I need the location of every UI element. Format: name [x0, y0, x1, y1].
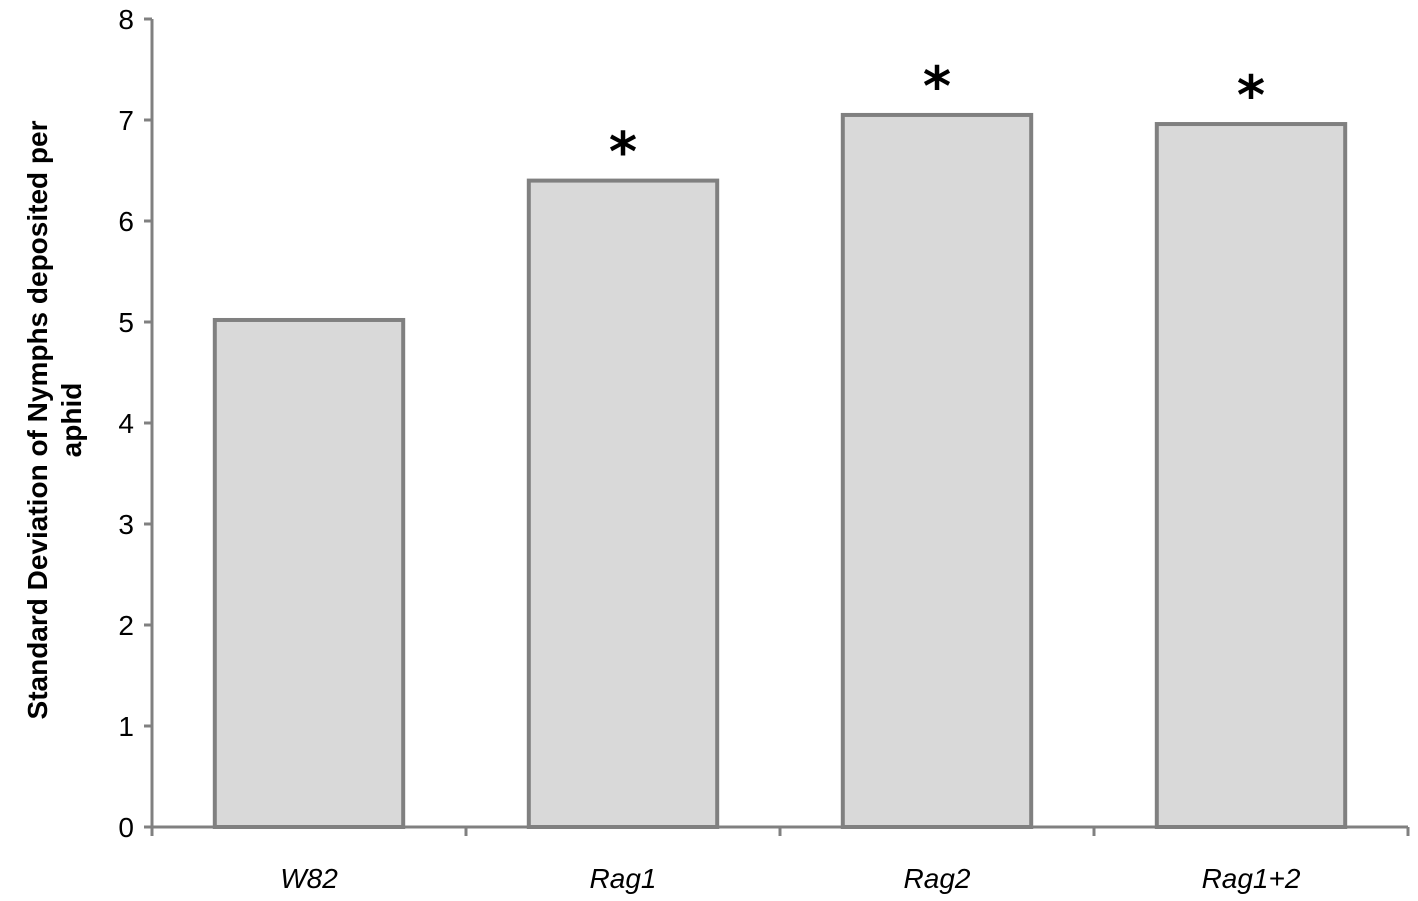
y-tick-label: 3	[118, 509, 134, 540]
x-tick-label: Rag2	[904, 863, 971, 894]
y-tick-label: 1	[118, 711, 134, 742]
significance-marker: *	[1237, 64, 1265, 127]
y-tick-label: 8	[118, 4, 134, 35]
bar	[1154, 122, 1348, 830]
plot-area: 0 1 2 3 4 5 6 7 8 W82 Rag1 * Rag2 * Rag1+2 *	[118, 4, 1410, 894]
bar	[526, 178, 720, 830]
y-axis-title-line2: aphid	[56, 383, 87, 458]
y-tick-label: 4	[118, 408, 134, 439]
x-tick-label: Rag1	[590, 863, 657, 894]
significance-marker: *	[923, 55, 951, 118]
bar	[840, 112, 1034, 829]
y-tick-label: 7	[118, 105, 134, 136]
bar	[212, 317, 406, 829]
significance-marker: *	[609, 121, 637, 184]
x-tick-label: Rag1+2	[1202, 863, 1301, 894]
y-tick-label: 0	[118, 812, 134, 843]
y-axis-title: Standard Deviation of Nymphs deposited p…	[22, 120, 87, 719]
y-tick-label: 2	[118, 610, 134, 641]
x-tick-label: W82	[280, 863, 338, 894]
y-tick-label: 6	[118, 206, 134, 237]
y-tick-label: 5	[118, 307, 134, 338]
y-axis-title-line1: Standard Deviation of Nymphs deposited p…	[22, 120, 53, 719]
